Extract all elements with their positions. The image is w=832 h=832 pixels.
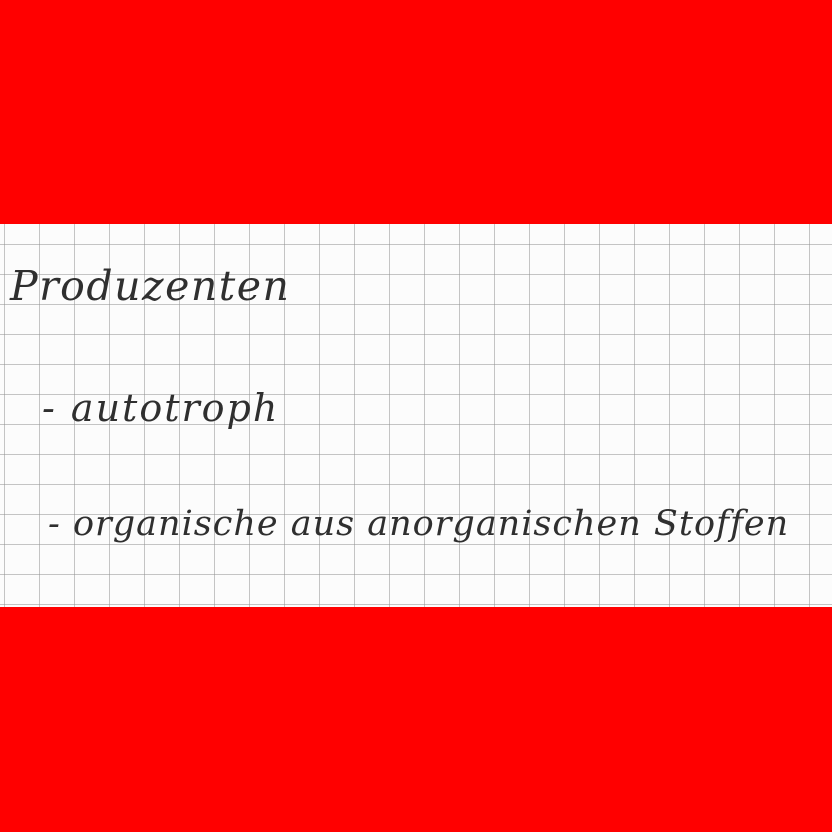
note-heading: Produzenten: [10, 262, 291, 310]
bottom-red-band: [0, 607, 832, 832]
top-red-band: [0, 0, 832, 224]
note-item-autotroph: - autotroph: [42, 386, 280, 430]
note-item-organic-from-inorganic: - organische aus anorganischen Stoffen: [48, 504, 790, 544]
grid-paper-note: Produzenten - autotroph - organische aus…: [0, 224, 832, 607]
